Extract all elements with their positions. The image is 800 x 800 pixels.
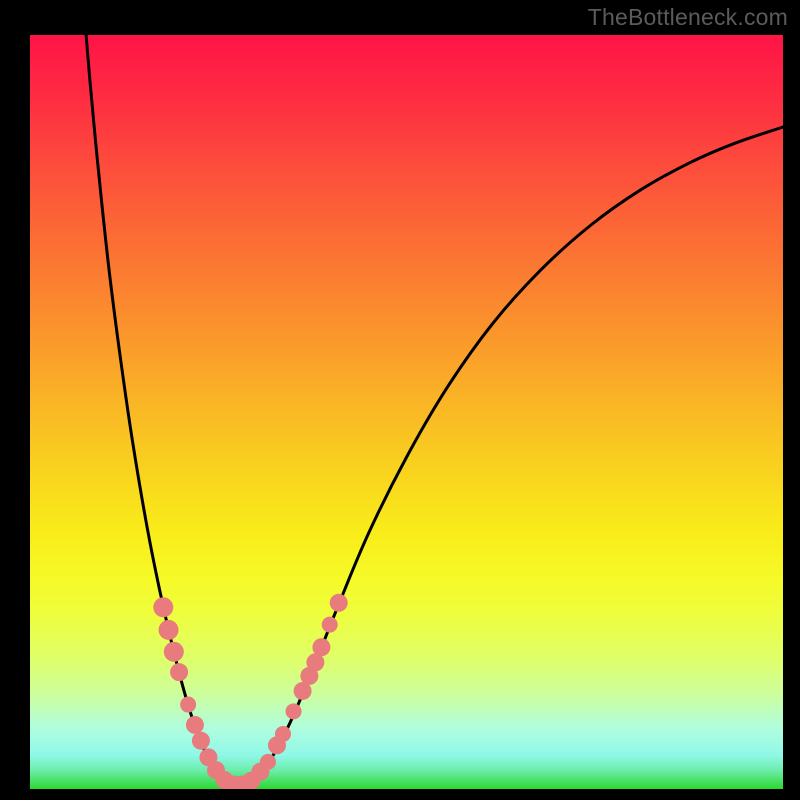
- chart-stage: TheBottleneck.com: [0, 0, 800, 800]
- watermark-text: TheBottleneck.com: [588, 4, 788, 31]
- plot-area: [26, 31, 787, 793]
- gradient-background: [30, 35, 783, 789]
